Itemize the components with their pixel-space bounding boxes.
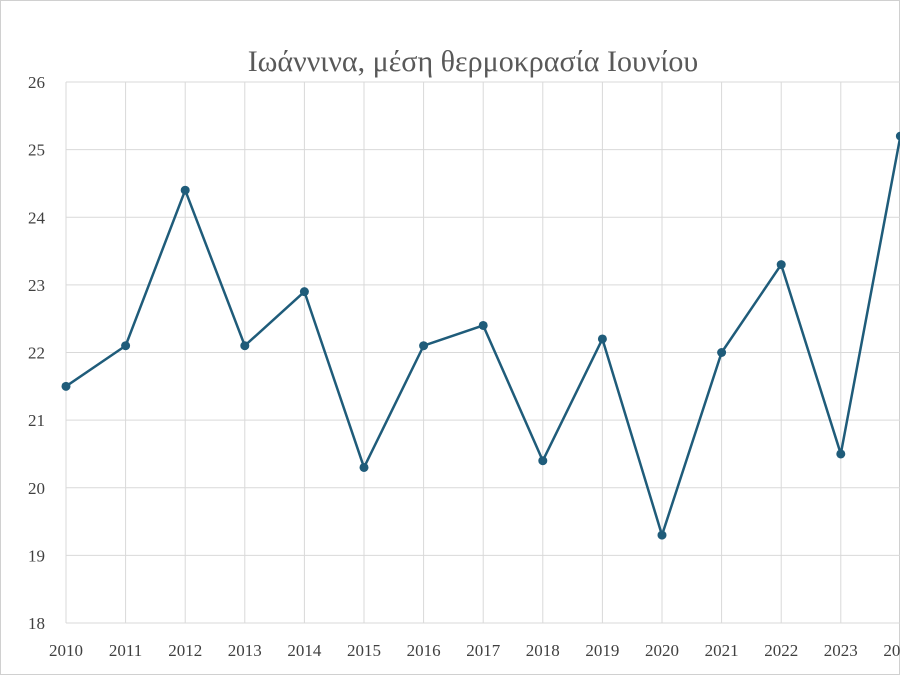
data-point — [538, 456, 547, 465]
x-tick-label: 2014 — [287, 641, 322, 660]
data-point — [300, 287, 309, 296]
y-axis-ticks: 18 19 20 21 22 23 24 25 26 — [28, 73, 46, 633]
y-tick-label: 21 — [28, 411, 45, 430]
y-tick-label: 18 — [28, 614, 45, 633]
data-point — [360, 463, 369, 472]
grid — [66, 82, 900, 623]
chart-title: Ιωάννινα, μέση θερμοκρασία Ιουνίου — [248, 45, 699, 78]
x-tick-label: 2011 — [109, 641, 142, 660]
y-tick-label: 25 — [28, 141, 45, 160]
data-point — [717, 348, 726, 357]
x-tick-label: 2019 — [585, 641, 619, 660]
data-point — [62, 382, 71, 391]
x-tick-label: 2012 — [168, 641, 202, 660]
x-tick-label: 2016 — [407, 641, 441, 660]
x-tick-label: 2023 — [824, 641, 858, 660]
x-tick-label: 2022 — [764, 641, 798, 660]
x-tick-label: 2024 — [883, 641, 900, 660]
data-point — [121, 341, 130, 350]
x-tick-label: 2017 — [466, 641, 501, 660]
y-tick-label: 22 — [28, 344, 45, 363]
data-point — [181, 186, 190, 195]
x-tick-label: 2018 — [526, 641, 560, 660]
data-point — [419, 341, 428, 350]
x-axis-ticks: 2010 2011 2012 2013 2014 2015 2016 2017 2018 2019… — [49, 641, 900, 660]
data-point — [240, 341, 249, 350]
x-tick-label: 2010 — [49, 641, 83, 660]
x-tick-label: 2015 — [347, 641, 381, 660]
data-point — [836, 449, 845, 458]
x-tick-label: 2013 — [228, 641, 262, 660]
x-tick-label: 2020 — [645, 641, 679, 660]
y-tick-label: 23 — [28, 276, 45, 295]
data-point — [479, 321, 488, 330]
y-tick-label: 19 — [28, 546, 45, 565]
y-tick-label: 20 — [28, 479, 45, 498]
y-tick-label: 26 — [28, 73, 45, 92]
series — [62, 132, 900, 540]
data-point — [777, 260, 786, 269]
y-tick-label: 24 — [28, 208, 46, 227]
x-tick-label: 2021 — [705, 641, 739, 660]
data-point — [896, 132, 900, 141]
data-point — [658, 531, 667, 540]
data-point — [598, 334, 607, 343]
